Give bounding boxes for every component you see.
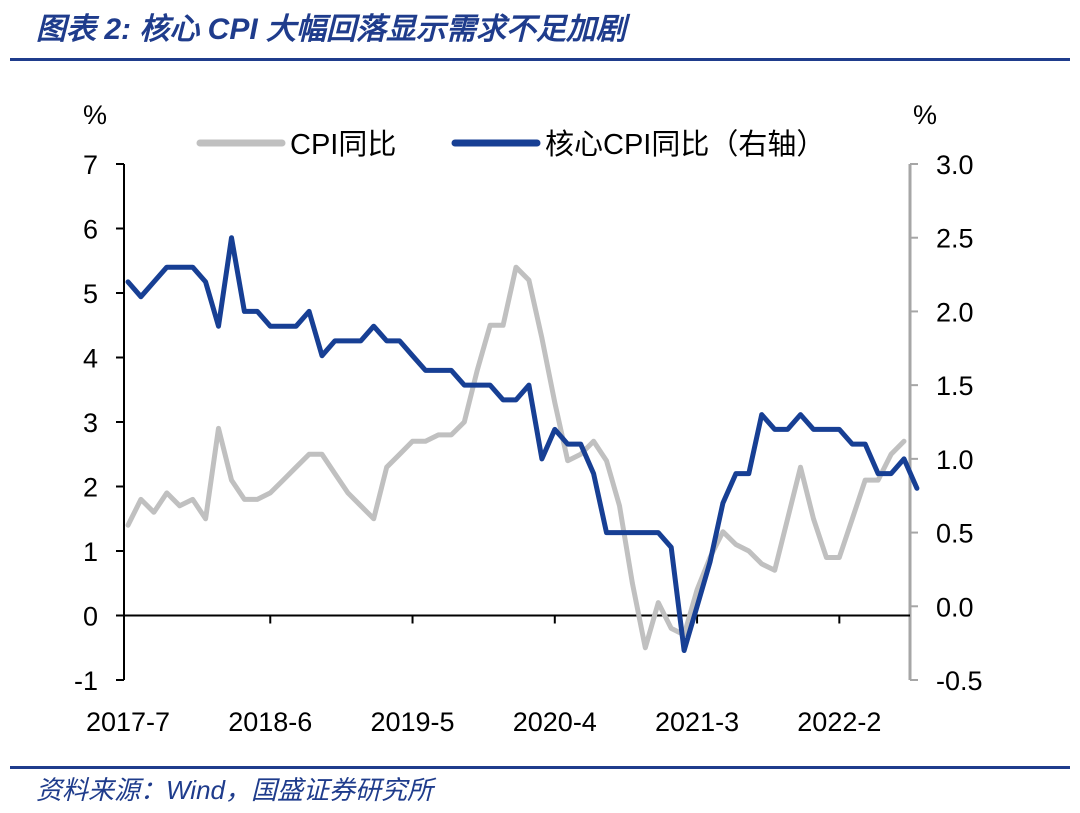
- right-tick-label: 2.0: [936, 297, 974, 327]
- x-tick-label: 2022-2: [797, 707, 881, 737]
- right-tick-label: 2.5: [936, 224, 974, 254]
- left-tick-label: 7: [83, 150, 98, 180]
- left-tick-label: 1: [83, 537, 98, 567]
- x-tick-label: 2017-7: [86, 707, 170, 737]
- title-rule: [10, 58, 1070, 61]
- right-tick-label: 3.0: [936, 150, 974, 180]
- right-tick-label: 1.5: [936, 371, 974, 401]
- legend-label-cpi: CPI同比: [290, 128, 396, 161]
- x-tick-label: 2018-6: [228, 707, 312, 737]
- axes: [116, 163, 918, 681]
- core-cpi-yoy-line: [125, 235, 920, 653]
- right-tick-label: 1.0: [936, 445, 974, 475]
- tick-labels: -1 0 1 2 3 4 5 6 7 -0.5 0.0 0.5 1.0 1.5 2.0 2.5 3.0% % 201…: [74, 100, 983, 737]
- right-axis-unit: %: [913, 100, 937, 130]
- x-tick-label: 2021-3: [655, 707, 739, 737]
- figure-title: 图表 2: 核心 CPI 大幅回落显示需求不足加剧: [36, 13, 627, 46]
- source-note: 资料来源：Wind，国盛证券研究所: [36, 775, 434, 805]
- legend-label-core: 核心CPI同比（右轴）: [545, 128, 825, 161]
- left-tick-label: 3: [83, 408, 98, 438]
- left-tick-label: 5: [83, 279, 98, 309]
- legend: CPI同比 核心CPI同比（右轴）: [196, 128, 825, 161]
- left-tick-label: 2: [83, 473, 98, 503]
- left-tick-label: -1: [74, 666, 98, 696]
- left-tick-label: 4: [83, 344, 98, 374]
- right-tick-label: 0.5: [936, 519, 974, 549]
- series-lines: [125, 235, 920, 653]
- cpi-yoy-line: [125, 264, 907, 651]
- right-tick-label: -0.5: [936, 666, 983, 696]
- x-tick-label: 2020-4: [513, 707, 597, 737]
- left-tick-label: 0: [83, 602, 98, 632]
- source-rule: [10, 766, 1070, 769]
- left-tick-label: 6: [83, 215, 98, 245]
- left-axis-unit: %: [83, 100, 107, 130]
- x-tick-label: 2019-5: [370, 707, 454, 737]
- right-tick-label: 0.0: [936, 592, 974, 622]
